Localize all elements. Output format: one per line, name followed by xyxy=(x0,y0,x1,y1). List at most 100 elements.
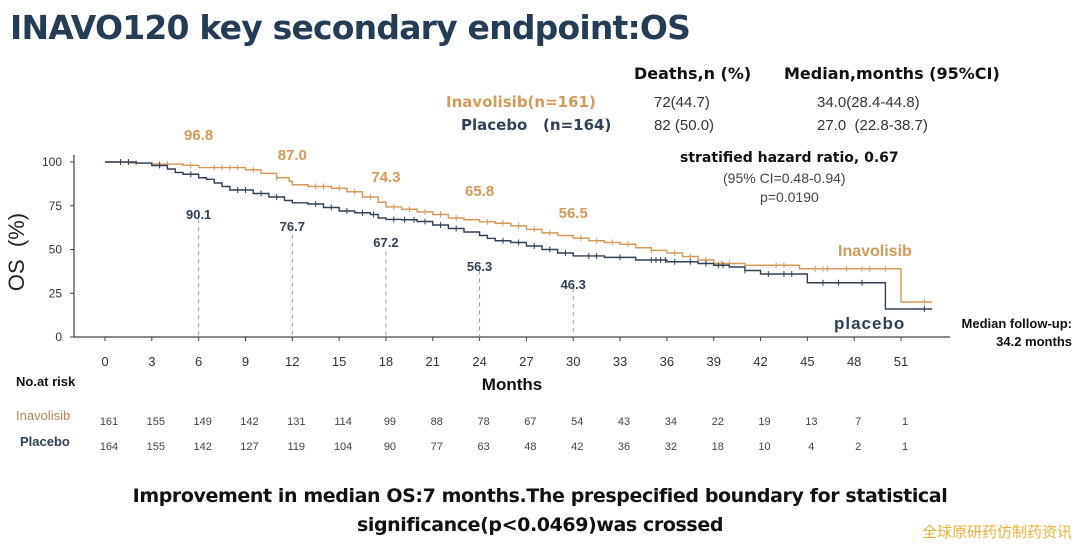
chart-labels: 96.8 87.0 74.3 65.8 56.5 90.1 76.7 67.2 56.3 46.3 xyxy=(184,127,588,292)
landmark-label-placebo: 67.2 xyxy=(373,235,398,250)
median-header: Median,months (95%CI) xyxy=(784,64,1000,83)
placebo-deaths: 82 (50.0) xyxy=(654,117,715,134)
landmark-label-inavolisib: 74.3 xyxy=(371,169,400,186)
risk-value: 42 xyxy=(571,441,583,453)
risk-value: 43 xyxy=(618,416,630,428)
risk-row-label-placebo: Placebo xyxy=(20,434,70,449)
risk-value: 34 xyxy=(665,416,677,428)
landmark-label-placebo: 56.3 xyxy=(467,259,492,274)
y-tick-label: 75 xyxy=(49,199,63,213)
curve-label-placebo: placebo xyxy=(834,314,905,333)
x-tick-label: 12 xyxy=(285,354,299,369)
risk-value: 77 xyxy=(431,441,443,453)
landmark-label-inavolisib: 87.0 xyxy=(278,147,307,164)
risk-value: 155 xyxy=(147,416,165,428)
followup-line2: 34.2 months xyxy=(996,334,1072,349)
risk-value: 54 xyxy=(571,416,583,428)
x-tick-label: 45 xyxy=(800,354,814,369)
inavolisib-row-label: Inavolisib(n=161) xyxy=(446,93,596,111)
risk-value: 88 xyxy=(431,416,443,428)
risk-value: 1 xyxy=(902,416,908,428)
landmark-label-placebo: 46.3 xyxy=(561,277,586,292)
risk-value: 22 xyxy=(712,416,724,428)
risk-table-title: No.at risk xyxy=(16,374,76,389)
watermark: 全球原研药仿制药资讯 xyxy=(921,524,1072,541)
risk-value: 90 xyxy=(384,441,396,453)
risk-value: 114 xyxy=(334,416,352,428)
risk-value: 32 xyxy=(665,441,677,453)
risk-value: 78 xyxy=(477,416,489,428)
placebo-row-label: Placebo (n=164) xyxy=(461,116,612,134)
x-tick-label: 24 xyxy=(472,354,486,369)
hazard-ratio-ci: (95% CI=0.48-0.94) xyxy=(723,170,846,186)
curve-inavolisib xyxy=(105,161,933,303)
inavolisib-median: 34.0(28.4-44.8) xyxy=(817,94,920,111)
risk-value: 142 xyxy=(240,416,258,428)
x-tick-label: 42 xyxy=(753,354,767,369)
x-tick-label: 51 xyxy=(894,354,908,369)
followup-line1: Median follow-up: xyxy=(962,316,1072,331)
x-tick-label: 9 xyxy=(242,354,249,369)
x-tick-label: 33 xyxy=(613,354,627,369)
risk-value: 149 xyxy=(193,416,211,428)
risk-value: 48 xyxy=(524,441,536,453)
x-tick-label: 21 xyxy=(426,354,440,369)
x-tick-label: 3 xyxy=(148,354,155,369)
deaths-header: Deaths,n (%) xyxy=(634,64,752,83)
placebo-median: 27.0 (22.8-38.7) xyxy=(817,117,928,134)
risk-value: 13 xyxy=(805,416,817,428)
risk-value: 10 xyxy=(758,441,770,453)
landmark-lines xyxy=(198,211,574,337)
risk-value: 4 xyxy=(808,441,814,453)
landmark-label-inavolisib: 56.5 xyxy=(559,205,588,222)
footer-line-2: significance(p<0.0469)was crossed xyxy=(356,514,724,536)
risk-value: 119 xyxy=(288,441,306,453)
risk-value: 161 xyxy=(100,416,118,428)
x-tick-label: 18 xyxy=(379,354,393,369)
x-tick-label: 6 xyxy=(195,354,202,369)
risk-value: 18 xyxy=(712,441,724,453)
risk-value: 67 xyxy=(524,416,536,428)
risk-value: 131 xyxy=(287,416,305,428)
hazard-ratio-p: p=0.0190 xyxy=(760,189,819,205)
risk-value: 2 xyxy=(855,441,861,453)
risk-value: 36 xyxy=(618,441,630,453)
survival-curves xyxy=(105,159,933,312)
y-tick-label: 0 xyxy=(55,330,62,344)
curve-placebo xyxy=(105,161,933,310)
landmark-label-placebo: 76.7 xyxy=(280,219,305,234)
risk-value: 19 xyxy=(758,416,770,428)
landmark-label-placebo: 90.1 xyxy=(186,207,211,222)
risk-value: 99 xyxy=(384,416,396,428)
x-tick-label: 36 xyxy=(660,354,674,369)
risk-value: 142 xyxy=(193,441,211,453)
risk-value: 7 xyxy=(855,416,861,428)
footer-line-1: Improvement in median OS:7 months.The pr… xyxy=(132,485,948,507)
x-axis-label: Months xyxy=(482,375,542,394)
risk-value: 1 xyxy=(902,441,908,453)
landmark-label-inavolisib: 96.8 xyxy=(184,127,213,144)
risk-value: 104 xyxy=(334,441,352,453)
inavolisib-deaths: 72(44.7) xyxy=(654,94,710,111)
x-tick-label: 30 xyxy=(566,354,580,369)
page-title: INAVO120 key secondary endpoint:OS xyxy=(10,8,691,47)
curve-label-inavolisib: Inavolisib xyxy=(838,243,912,260)
risk-value: 164 xyxy=(100,441,118,453)
risk-value: 127 xyxy=(240,441,258,453)
y-tick-label: 50 xyxy=(49,243,63,257)
x-tick-label: 15 xyxy=(332,354,346,369)
x-tick-label: 39 xyxy=(706,354,720,369)
risk-table: 161 155 149 142 131 114 99 88 78 67 54 43 34 22 19 13 7 1… xyxy=(100,416,908,453)
risk-row-label-inavolisib: Inavolisib xyxy=(16,408,70,423)
y-tick-label: 25 xyxy=(49,286,63,300)
x-tick-label: 0 xyxy=(101,354,108,369)
landmark-label-inavolisib: 65.8 xyxy=(465,183,494,200)
risk-value: 63 xyxy=(477,441,489,453)
y-tick-label: 100 xyxy=(42,155,62,169)
risk-value: 155 xyxy=(147,441,165,453)
x-tick-label: 27 xyxy=(519,354,533,369)
hazard-ratio-title: stratified hazard ratio, 0.67 xyxy=(680,150,899,166)
x-tick-label: 48 xyxy=(847,354,861,369)
